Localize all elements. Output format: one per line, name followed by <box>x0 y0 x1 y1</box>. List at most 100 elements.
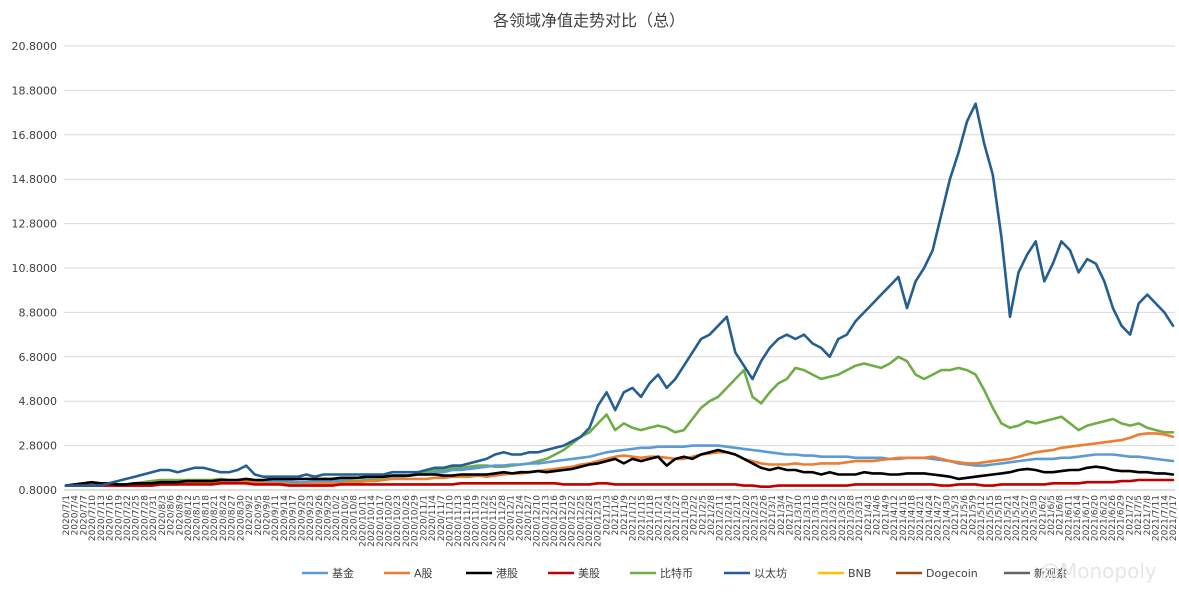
legend-label: 基金 <box>332 566 354 580</box>
legend-label: 美股 <box>578 567 600 580</box>
x-tick-label: 2021/4/9 <box>881 495 891 536</box>
x-tick-label: 2021/7/5 <box>1134 495 1144 535</box>
x-tick-label: 2020/7/31 <box>149 495 159 541</box>
x-tick-label: 2020/7/16 <box>106 495 116 541</box>
y-tick-label: 12.8000 <box>12 218 58 231</box>
x-tick-label: 2020/12/10 <box>533 495 543 547</box>
x-tick-label: 2021/5/12 <box>977 495 987 541</box>
x-tick-label: 2020/11/22 <box>480 495 490 547</box>
x-tick-label: 2021/5/24 <box>1012 495 1022 541</box>
x-tick-label: 2020/11/28 <box>498 495 508 547</box>
x-tick-label: 2020/12/7 <box>524 495 534 541</box>
x-tick-label: 2020/11/4 <box>428 495 438 541</box>
x-tick-label: 2020/10/2 <box>332 495 342 541</box>
x-tick-label: 2020/8/15 <box>193 495 203 541</box>
legend-label: A股 <box>414 567 433 580</box>
x-tick-label: 2020/12/4 <box>515 495 525 541</box>
x-tick-label: 2021/3/19 <box>820 495 830 541</box>
y-axis: 0.8000 2.8000 4.8000 6.8000 8.8000 10.8000 12.… <box>12 40 58 497</box>
x-tick-label: 2021/5/30 <box>1030 495 1040 541</box>
x-tick-label: 2021/1/12 <box>629 495 639 541</box>
legend-label: 以太坊 <box>754 566 787 580</box>
x-tick-label: 2020/10/14 <box>367 495 377 547</box>
x-tick-label: 2021/3/31 <box>855 495 865 541</box>
series-line-2 <box>64 448 1175 487</box>
y-tick-label: 0.8000 <box>19 484 58 497</box>
y-tick-label: 10.8000 <box>12 262 58 275</box>
x-tick-label: 2020/7/25 <box>132 495 142 541</box>
x-tick-label: 2020/9/8 <box>262 495 272 536</box>
x-tick-label: 2021/2/26 <box>759 495 769 541</box>
y-tick-label: 14.8000 <box>12 173 58 186</box>
x-tick-label: 2021/4/18 <box>908 495 918 541</box>
x-tick-label: 2021/1/24 <box>663 495 673 541</box>
x-tick-label: 2021/1/9 <box>620 495 630 536</box>
x-tick-label: 2020/11/19 <box>472 495 482 547</box>
x-tick-label: 2021/4/27 <box>934 495 944 541</box>
x-tick-label: 2020/8/18 <box>201 495 211 541</box>
x-tick-label: 2021/6/8 <box>1056 495 1066 536</box>
x-tick-label: 2021/6/26 <box>1108 495 1118 541</box>
x-tick-label: 2020/8/24 <box>219 495 229 541</box>
x-tick-label: 2021/1/27 <box>672 495 682 541</box>
x-tick-label: 2021/3/1 <box>768 495 778 535</box>
x-tick-label: 2020/7/19 <box>114 495 124 541</box>
x-tick-label: 2021/3/28 <box>846 495 856 541</box>
x-tick-label: 2021/2/5 <box>698 495 708 535</box>
x-tick-label: 2021/7/8 <box>1143 495 1153 536</box>
x-tick-label: 2021/1/18 <box>646 495 656 541</box>
x-tick-label: 2021/5/27 <box>1021 495 1031 541</box>
x-tick-label: 2021/3/16 <box>812 495 822 541</box>
x-tick-label: 2020/10/8 <box>350 495 360 541</box>
x-tick-label: 2020/10/26 <box>402 495 412 547</box>
x-tick-label: 2020/10/23 <box>393 495 403 547</box>
series-layer <box>64 102 1175 489</box>
x-tick-label: 2020/8/12 <box>184 495 194 541</box>
x-tick-label: 2020/10/29 <box>411 495 421 547</box>
x-tick-label: 2020/12/31 <box>594 495 604 547</box>
y-tick-label: 20.8000 <box>12 40 58 53</box>
x-tick-label: 2020/8/6 <box>167 495 177 536</box>
legend-label: 港股 <box>496 567 518 580</box>
x-tick-label: 2020/9/29 <box>323 495 333 541</box>
x-tick-label: 2020/7/10 <box>88 495 98 541</box>
series-line-3 <box>64 478 1175 489</box>
x-tick-label: 2020/7/4 <box>71 495 81 536</box>
x-tick-label: 2020/9/2 <box>245 495 255 535</box>
x-tick-label: 2020/12/16 <box>550 495 560 547</box>
x-tick-label: 2021/3/10 <box>794 495 804 541</box>
x-tick-label: 2021/6/20 <box>1091 495 1101 541</box>
x-tick-label: 2020/11/13 <box>454 495 464 547</box>
x-tick-label: 2021/3/7 <box>785 495 795 535</box>
x-tick-label: 2021/4/6 <box>873 495 883 536</box>
x-tick-label: 2020/11/7 <box>437 495 447 541</box>
x-tick-label: 2020/12/1 <box>507 495 517 541</box>
legend-label: BNB <box>848 567 871 580</box>
x-tick-label: 2020/8/3 <box>158 495 168 535</box>
x-tick-label: 2021/2/2 <box>690 495 700 535</box>
x-tick-label: 2020/12/19 <box>559 495 569 547</box>
x-tick-label: 2021/6/17 <box>1082 495 1092 541</box>
series-line-1 <box>64 432 1175 487</box>
x-tick-label: 2020/9/17 <box>289 495 299 541</box>
x-tick-label: 2021/2/17 <box>733 495 743 541</box>
x-tick-label: 2021/1/6 <box>611 495 621 536</box>
x-tick-label: 2020/7/28 <box>140 495 150 541</box>
x-tick-label: 2021/4/3 <box>864 495 874 535</box>
x-tick-label: 2021/3/13 <box>803 495 813 541</box>
x-tick-label: 2021/2/20 <box>742 495 752 541</box>
x-tick-label: 2021/5/6 <box>960 495 970 536</box>
legend-label: Dogecoin <box>926 567 978 580</box>
x-tick-label: 2020/11/16 <box>463 495 473 547</box>
x-tick-label: 2020/8/30 <box>236 495 246 541</box>
x-tick-label: 2021/1/15 <box>637 495 647 541</box>
x-tick-label: 2021/4/12 <box>890 495 900 541</box>
x-tick-label: 2021/6/29 <box>1117 495 1127 541</box>
x-tick-label: 2021/3/22 <box>829 495 839 541</box>
x-tick-label: 2020/11/25 <box>489 495 499 547</box>
x-tick-label: 2020/9/14 <box>280 495 290 541</box>
legend-label: 新观察 <box>1034 566 1067 580</box>
x-tick-label: 2021/4/15 <box>899 495 909 541</box>
legend: 基金 A股 港股 美股 比特币 以太坊 BNB Dogecoin 新观察 <box>302 566 1067 580</box>
